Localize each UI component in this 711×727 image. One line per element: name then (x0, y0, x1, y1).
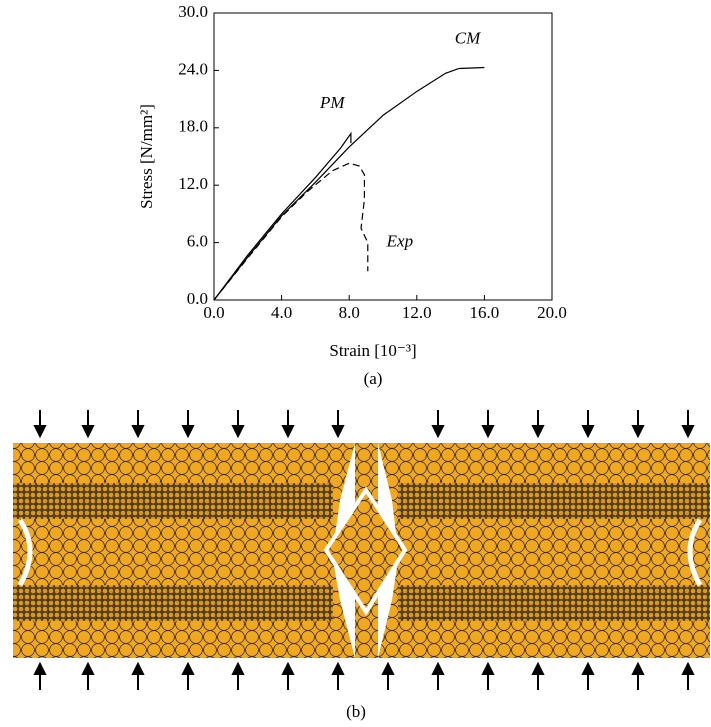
y-tick-label: 30.0 (178, 2, 208, 21)
y-tick-label: 18.0 (178, 117, 208, 136)
plot-frame (213, 12, 553, 301)
right-block (398, 443, 710, 658)
arrow-head (231, 661, 245, 675)
arrow-head (231, 425, 245, 439)
caption: (b) (346, 702, 366, 721)
diamond-core (323, 486, 408, 616)
arrow-head (381, 661, 395, 675)
arrow-head (581, 661, 595, 675)
y-tick-label: 12.0 (178, 174, 208, 193)
arrow-head (431, 661, 445, 675)
specimen-image: (b) (13, 410, 710, 721)
series-label: Exp (386, 232, 413, 251)
series-line (213, 66, 485, 301)
arrow-head (481, 661, 495, 675)
arrow-head (681, 661, 695, 675)
y-tick-label: 6.0 (187, 232, 208, 251)
series-label: PM (319, 93, 345, 112)
arrow-head (281, 661, 295, 675)
arrow-head (631, 661, 645, 675)
arrow-head (131, 661, 145, 675)
series-line (213, 162, 369, 301)
x-tick-label: 8.0 (339, 303, 360, 322)
series-label: CM (455, 29, 481, 48)
shear-band (398, 483, 710, 519)
arrow-head (331, 425, 345, 439)
arrow-head (181, 661, 195, 675)
x-tick-label: 20.0 (537, 303, 567, 322)
arrow-head (681, 425, 695, 439)
crack (17, 518, 703, 587)
arrow-head (531, 425, 545, 439)
arrow-head (331, 661, 345, 675)
y-axis-label: Stress [N/mm²] (137, 104, 156, 209)
x-tick-label: 16.0 (470, 303, 500, 322)
y-tick-label: 24.0 (178, 59, 208, 78)
shear-band (13, 585, 333, 621)
chart: 0.0 4.0 8.0 12.0 16.0 20.0 0.0 6.0 12.0 18.0 24.0 3… (137, 2, 567, 388)
arrow-head (581, 425, 595, 439)
arrow-head (281, 425, 295, 439)
shear-band (398, 585, 710, 621)
load-arrows (33, 410, 695, 690)
arrow-head (531, 661, 545, 675)
arrow-head (81, 425, 95, 439)
arrow-head (81, 661, 95, 675)
arrow-head (181, 425, 195, 439)
x-tick-label: 0.0 (203, 303, 224, 322)
arrow-head (33, 425, 47, 439)
y-tick-label: 0.0 (187, 289, 208, 308)
caption: (a) (364, 369, 383, 388)
arrow-head (431, 425, 445, 439)
x-tick-label: 12.0 (402, 303, 432, 322)
bridge (333, 443, 398, 658)
series-line (213, 131, 352, 301)
x-tick-label: 4.0 (271, 303, 292, 322)
x-axis-label: Strain [10⁻³] (329, 341, 416, 360)
arrow-head (131, 425, 145, 439)
arrow-head (631, 425, 645, 439)
arrow-head (33, 661, 47, 675)
left-block (13, 443, 333, 658)
arrow-head (481, 425, 495, 439)
shear-band (13, 483, 333, 519)
